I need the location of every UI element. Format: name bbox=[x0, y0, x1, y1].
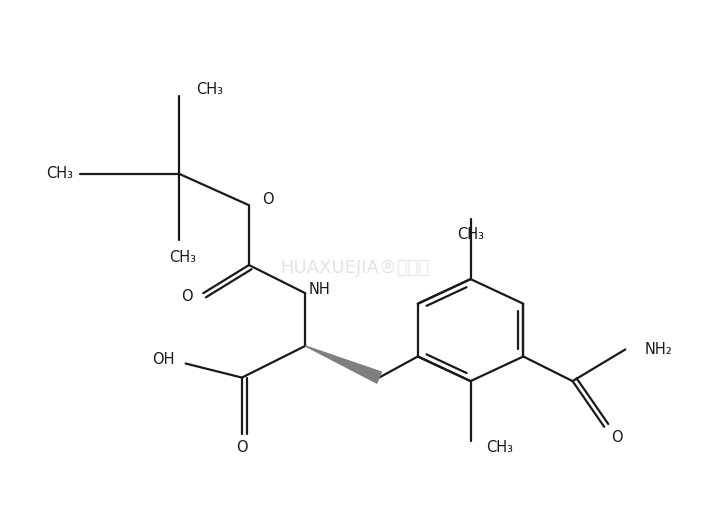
Text: NH₂: NH₂ bbox=[645, 342, 673, 357]
Text: O: O bbox=[611, 430, 623, 445]
Text: NH: NH bbox=[309, 282, 330, 297]
Text: CH₃: CH₃ bbox=[486, 441, 513, 456]
Text: CH₃: CH₃ bbox=[196, 82, 223, 96]
Text: OH: OH bbox=[152, 352, 175, 367]
Text: CH₃: CH₃ bbox=[169, 250, 196, 266]
Text: O: O bbox=[236, 441, 247, 456]
Polygon shape bbox=[306, 346, 381, 383]
Text: O: O bbox=[181, 289, 193, 304]
Text: HUAXUEJIA®化学加: HUAXUEJIA®化学加 bbox=[280, 259, 429, 277]
Text: CH₃: CH₃ bbox=[457, 227, 484, 243]
Text: O: O bbox=[262, 192, 273, 207]
Text: CH₃: CH₃ bbox=[46, 166, 73, 181]
